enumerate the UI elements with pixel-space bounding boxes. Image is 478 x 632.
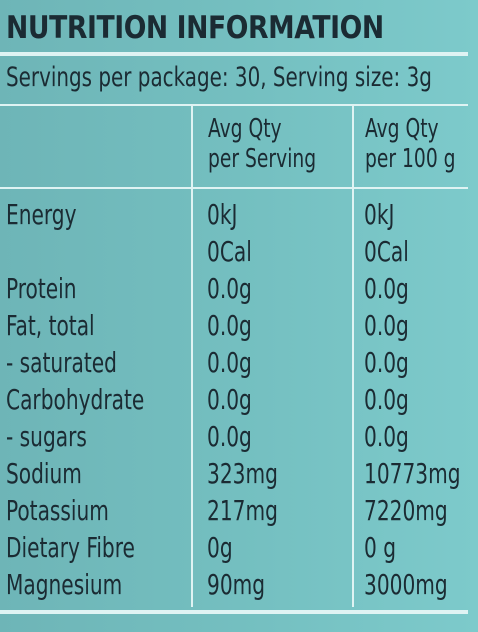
per-100g-value: 0.0g [364, 383, 409, 416]
per-serving-value: 90mg [207, 568, 266, 601]
per-serving-value: 0g [207, 531, 233, 564]
header-per-100g: Avg Qty per 100 g [365, 114, 456, 174]
table-row: Energy 0kJ 0kJ [0, 196, 478, 234]
nutrient-name: Protein [6, 272, 77, 305]
per-serving-value: 0Cal [207, 235, 252, 268]
nutrient-name: - sugars [6, 420, 87, 453]
per-100g-value: 0.0g [364, 346, 409, 379]
panel-title: NUTRITION INFORMATION [6, 10, 384, 46]
per-100g-value: 0Cal [364, 235, 409, 268]
nutrient-name: Dietary Fibre [6, 531, 135, 564]
per-100g-value: 3000mg [364, 568, 448, 601]
per-100g-value: 0 g [364, 531, 397, 564]
table-row: Magnesium 90mg 3000mg [0, 566, 478, 604]
nutrient-name: Sodium [6, 457, 82, 490]
nutrient-name: Potassium [6, 494, 109, 527]
per-100g-value: 7220mg [364, 494, 448, 527]
bottom-divider [0, 610, 468, 614]
body-column-divider-1 [191, 189, 193, 607]
per-serving-value: 217mg [207, 494, 278, 527]
per-serving-value: 0.0g [207, 346, 252, 379]
header-per-100g-line2: per 100 g [365, 144, 456, 174]
table-row: Carbohydrate 0.0g 0.0g [0, 381, 478, 419]
per-100g-value: 0kJ [364, 198, 395, 231]
per-serving-value: 0kJ [207, 198, 238, 231]
table-row: - sugars 0.0g 0.0g [0, 418, 478, 456]
servings-divider [0, 104, 468, 106]
column-divider-2 [352, 104, 354, 188]
per-100g-value: 0.0g [364, 272, 409, 305]
nutrient-name: Fat, total [6, 309, 95, 342]
header-per-100g-line1: Avg Qty [365, 114, 439, 144]
column-divider-1 [191, 104, 193, 188]
per-serving-value: 0.0g [207, 420, 252, 453]
title-divider [0, 52, 468, 56]
header-per-serving: Avg Qty per Serving [208, 114, 316, 174]
nutrient-name: - saturated [6, 346, 117, 379]
table-row: Potassium 217mg 7220mg [0, 492, 478, 530]
table-row: Sodium 323mg 10773mg [0, 455, 478, 493]
body-column-divider-2 [352, 189, 354, 607]
nutrient-name: Carbohydrate [6, 383, 145, 416]
table-row: - saturated 0.0g 0.0g [0, 344, 478, 382]
per-serving-value: 0.0g [207, 383, 252, 416]
per-100g-value: 0.0g [364, 309, 409, 342]
header-per-serving-line1: Avg Qty [208, 114, 282, 144]
per-serving-value: 0.0g [207, 309, 252, 342]
table-row: 0Cal 0Cal [0, 233, 478, 271]
per-serving-value: 323mg [207, 457, 278, 490]
header-per-serving-line2: per Serving [208, 144, 317, 174]
per-100g-value: 10773mg [364, 457, 461, 490]
per-100g-value: 0.0g [364, 420, 409, 453]
nutrient-name: Magnesium [6, 568, 123, 601]
table-row: Protein 0.0g 0.0g [0, 270, 478, 308]
table-row: Dietary Fibre 0g 0 g [0, 529, 478, 567]
servings-line: Servings per package: 30, Serving size: … [6, 62, 432, 93]
per-serving-value: 0.0g [207, 272, 252, 305]
table-row: Fat, total 0.0g 0.0g [0, 307, 478, 345]
nutrient-name: Energy [6, 198, 77, 231]
header-divider [0, 187, 468, 189]
